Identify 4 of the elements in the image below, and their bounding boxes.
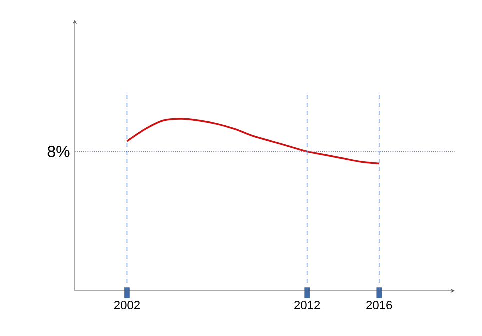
x-tick-label: 2002 — [114, 301, 140, 310]
x-tick-label: 2016 — [366, 301, 392, 310]
text: 8% — [48, 146, 70, 158]
x-tick-label: 2012 — [294, 301, 320, 310]
